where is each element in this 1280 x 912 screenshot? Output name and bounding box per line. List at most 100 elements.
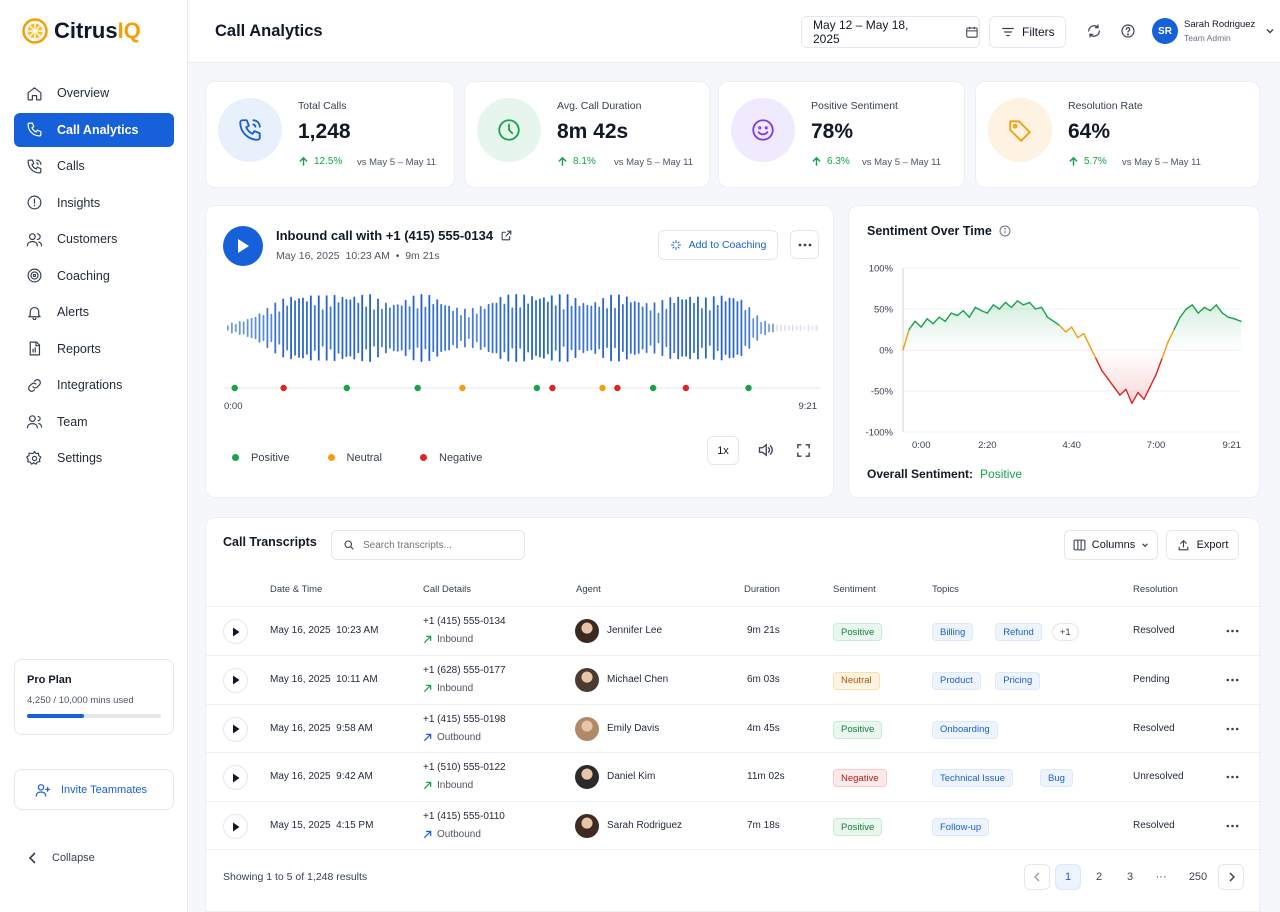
sentiment-markers[interactable]	[224, 381, 820, 395]
sidebar-item-calls[interactable]: Calls	[14, 149, 174, 183]
row-more-icon[interactable]	[1226, 727, 1239, 731]
sidebar-item-insights[interactable]: Insights	[14, 186, 174, 220]
page-button-3[interactable]: 3	[1126, 871, 1134, 883]
sentiment-marker-neutral[interactable]	[599, 384, 606, 392]
sentiment-marker-positive[interactable]	[231, 384, 238, 392]
row-phone[interactable]: +1 (415) 555-0110	[423, 811, 505, 823]
topic-tag[interactable]: Bug	[1040, 769, 1073, 788]
table-row[interactable]: May 15, 2025 4:15 PM +1 (415) 555-0110 Out…	[206, 801, 1261, 850]
sentiment-marker-positive[interactable]	[533, 384, 541, 392]
sentiment-marker-positive[interactable]	[649, 384, 657, 392]
sentiment-marker-negative[interactable]	[682, 384, 690, 392]
table-row[interactable]: May 16, 2025 9:58 AM +1 (415) 555-0198 Out…	[206, 703, 1261, 753]
refresh-icon[interactable]	[1086, 23, 1102, 39]
sentiment-line-segment	[1137, 391, 1145, 400]
next-page-button[interactable]	[1218, 864, 1244, 890]
search-input[interactable]	[363, 539, 513, 551]
sidebar-item-coaching[interactable]: Coaching	[14, 259, 174, 293]
sentiment-marker-neutral[interactable]	[459, 384, 466, 392]
collapse-button[interactable]: Collapse	[28, 852, 95, 864]
table-row[interactable]: May 16, 2025 10:23 AM +1 (415) 555-0134 In…	[206, 606, 1261, 655]
waveform-bar	[325, 295, 328, 361]
pagination-ellipsis: ···	[1155, 871, 1167, 883]
more-topics-tag[interactable]: +1	[1051, 623, 1079, 641]
sentiment-marker-negative[interactable]	[614, 384, 621, 392]
app-logo[interactable]: CitrusIQ	[22, 18, 141, 44]
table-row[interactable]: May 16, 2025 10:11 AM +1 (628) 555-0177 In…	[206, 654, 1261, 704]
page-button-2[interactable]: 2	[1095, 871, 1103, 883]
sentiment-marker-negative[interactable]	[280, 384, 287, 392]
column-header[interactable]: Duration	[744, 584, 780, 595]
row-play-button[interactable]	[223, 814, 248, 840]
play-button[interactable]	[223, 226, 263, 266]
waveform-bar	[286, 305, 289, 351]
playback-speed-button[interactable]: 1x	[707, 436, 739, 465]
topic-tag[interactable]: Technical Issue	[932, 769, 1013, 788]
sentiment-line-segment	[1143, 386, 1151, 400]
row-phone[interactable]: +1 (415) 555-0198	[423, 713, 506, 725]
topic-tag[interactable]: Onboarding	[932, 720, 998, 739]
topic-tag[interactable]: Follow-up	[932, 818, 990, 837]
sentiment-marker-negative[interactable]	[549, 384, 556, 392]
row-play-button[interactable]	[223, 765, 248, 791]
transcript-search[interactable]	[331, 530, 525, 560]
help-icon[interactable]	[1120, 23, 1136, 39]
sidebar-item-alerts[interactable]: Alerts	[14, 295, 174, 329]
sidebar-item-call-analytics[interactable]: Call Analytics	[14, 112, 174, 147]
column-header[interactable]: Agent	[576, 584, 601, 595]
fullscreen-icon[interactable]	[795, 442, 812, 459]
sentiment-line-chart[interactable]: 100% 50% 0% -50% -100% 0:00 2:20 4:40 7:00 9:21	[849, 256, 1261, 456]
row-play-button[interactable]	[223, 619, 248, 644]
sentiment-marker-positive[interactable]	[414, 384, 421, 392]
invite-teammates-button[interactable]: Invite Teammates	[14, 769, 174, 810]
topic-tag[interactable]: Billing	[932, 623, 974, 641]
add-to-coaching-button[interactable]: Add to Coaching	[658, 230, 778, 260]
topic-tag[interactable]: Product	[932, 671, 981, 690]
column-header[interactable]: Date & Time	[270, 584, 323, 595]
play-icon	[238, 239, 249, 253]
sidebar-item-team[interactable]: Team	[14, 405, 174, 439]
sidebar-item-settings[interactable]: Settings	[14, 441, 174, 475]
page-button-250[interactable]: 250	[1188, 871, 1208, 883]
sidebar-item-reports[interactable]: Reports	[14, 332, 174, 366]
column-header[interactable]: Call Details	[423, 584, 472, 595]
info-icon[interactable]	[999, 225, 1011, 237]
sentiment-line-segment	[1040, 306, 1049, 318]
topic-tag[interactable]: Refund	[995, 623, 1042, 641]
row-phone[interactable]: +1 (415) 555-0134	[423, 616, 506, 627]
external-link-icon[interactable]	[500, 229, 513, 242]
filters-button[interactable]: Filters	[989, 16, 1066, 48]
column-header[interactable]: Sentiment	[833, 584, 876, 595]
row-more-icon[interactable]	[1226, 678, 1239, 682]
row-phone[interactable]: +1 (628) 555-0177	[423, 664, 506, 676]
page-button-1[interactable]: 1	[1055, 864, 1081, 890]
waveform-bar	[744, 309, 747, 347]
sentiment-marker-positive[interactable]	[745, 384, 752, 392]
prev-page-button[interactable]	[1024, 864, 1050, 890]
row-more-icon[interactable]	[1226, 629, 1239, 633]
more-options-button[interactable]	[790, 230, 819, 259]
columns-button[interactable]: Columns	[1064, 530, 1158, 560]
row-more-icon[interactable]	[1226, 775, 1239, 779]
topic-tag[interactable]: Pricing	[995, 671, 1041, 690]
export-button[interactable]: Export	[1166, 530, 1239, 560]
row-phone[interactable]: +1 (510) 555-0122	[423, 762, 506, 774]
sentiment-line-segment	[1221, 312, 1230, 318]
sidebar-item-customers[interactable]: Customers	[14, 222, 174, 256]
volume-icon[interactable]	[756, 441, 775, 459]
user-menu[interactable]: SR Sarah Rodriguez Team Admin	[1152, 18, 1275, 44]
sentiment-marker-positive[interactable]	[343, 384, 350, 392]
column-header[interactable]: Resolution	[1133, 584, 1178, 595]
table-row[interactable]: May 16, 2025 9:42 AM +1 (510) 555-0122 Inb…	[206, 752, 1261, 801]
audio-waveform[interactable]	[224, 290, 820, 366]
sidebar-item-integrations[interactable]: Integrations	[14, 368, 174, 402]
sidebar-item-label: Coaching	[57, 268, 110, 283]
kpi-icon-circle	[988, 98, 1052, 162]
column-header[interactable]: Topics	[932, 584, 959, 595]
row-play-button[interactable]	[223, 716, 248, 742]
sidebar-item-overview[interactable]: Overview	[14, 76, 174, 110]
date-range-picker[interactable]: May 12 – May 18, 2025	[801, 16, 980, 48]
row-play-button[interactable]	[223, 667, 248, 693]
row-more-icon[interactable]	[1226, 824, 1239, 828]
filters-label: Filters	[1022, 25, 1055, 39]
